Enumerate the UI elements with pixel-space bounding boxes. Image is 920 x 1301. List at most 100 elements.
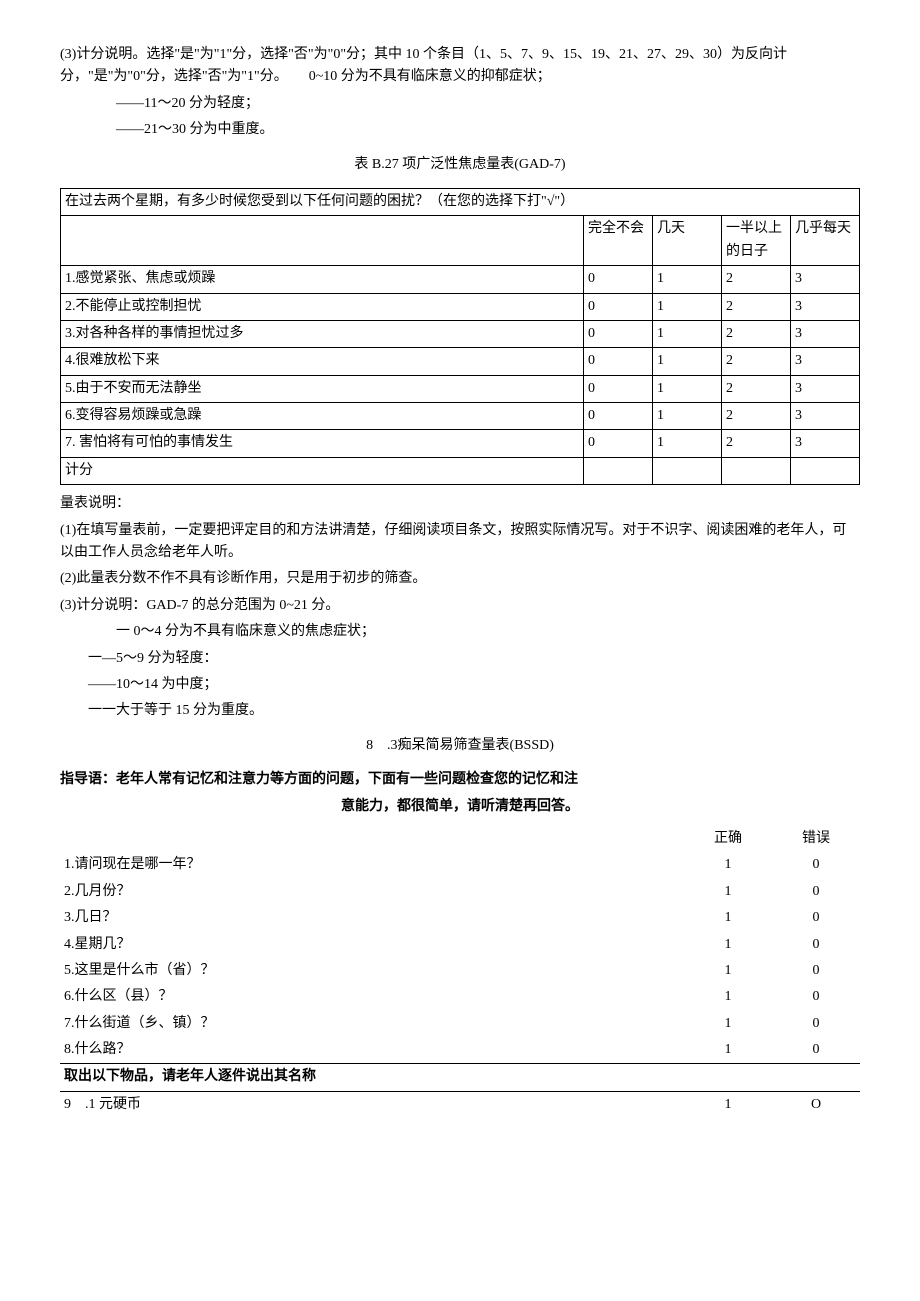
bssd-row9-q: 9 .1 元硬币 — [60, 1091, 684, 1118]
gad-row-v2[interactable]: 2 — [722, 293, 791, 320]
gad-row-v1[interactable]: 1 — [653, 375, 722, 402]
gad-row-v1[interactable]: 1 — [653, 266, 722, 293]
bssd-instr1: 指导语：老年人常有记忆和注意力等方面的问题，下面有一些问题检查您的记忆和注 — [60, 769, 860, 791]
bssd-row-c: 1 — [684, 1011, 772, 1037]
gad-row-v2[interactable]: 2 — [722, 430, 791, 457]
bssd-col-wrong: 错误 — [772, 826, 860, 852]
gad-row: 5.由于不安而无法静坐0123 — [61, 375, 860, 402]
intro-p1: (3)计分说明。选择"是"为"1"分，选择"否"为"0"分；其中 10 个条目（… — [60, 44, 860, 89]
bssd-row-c: 1 — [684, 932, 772, 958]
bssd-row-q: 4.星期几？ — [60, 932, 684, 958]
bssd-row: 7.什么街道（乡、镇）？10 — [60, 1011, 860, 1037]
bssd-row-c: 1 — [684, 905, 772, 931]
gad-row-v1[interactable]: 1 — [653, 430, 722, 457]
gad-row-v2[interactable]: 2 — [722, 403, 791, 430]
gad-row-v2[interactable]: 2 — [722, 348, 791, 375]
gad-row-v1[interactable]: 1 — [653, 293, 722, 320]
gad-row: 6.变得容易烦躁或急躁0123 — [61, 403, 860, 430]
bssd-instr2: 意能力，都很简单，请听清楚再回答。 — [60, 796, 860, 818]
gad-row-v1[interactable]: 1 — [653, 348, 722, 375]
gad-note3b: 一—5～9 分为轻度： — [60, 648, 860, 670]
bssd-row-c: 1 — [684, 984, 772, 1010]
gad-row-q: 6.变得容易烦躁或急躁 — [61, 403, 584, 430]
gad-row: 1.感觉紧张、焦虑或烦躁0123 — [61, 266, 860, 293]
gad-row: 2.不能停止或控制担忧0123 — [61, 293, 860, 320]
gad-row-v3[interactable]: 3 — [791, 348, 860, 375]
bssd-sub-header: 取出以下物品，请老年人逐件说出其名称 — [60, 1064, 860, 1091]
gad-row-v1[interactable]: 1 — [653, 320, 722, 347]
bssd-row-w: 0 — [772, 1037, 860, 1064]
bssd-row-w: 0 — [772, 905, 860, 931]
gad-score-c2[interactable] — [722, 457, 791, 484]
bssd-row-q: 7.什么街道（乡、镇）？ — [60, 1011, 684, 1037]
bssd-col-blank — [60, 826, 684, 852]
bssd-row-c: 1 — [684, 958, 772, 984]
gad-row-v2[interactable]: 2 — [722, 320, 791, 347]
bssd-row9-c: 1 — [684, 1091, 772, 1118]
gad-note3a: 一 0～4 分为不具有临床意义的焦虑症状； — [60, 621, 860, 643]
gad-row-v2[interactable]: 2 — [722, 375, 791, 402]
bssd-table: 正确 错误 1.请问现在是哪一年？102.几月份？103.几日？104.星期几？… — [60, 826, 860, 1118]
gad-row-v3[interactable]: 3 — [791, 375, 860, 402]
gad-row: 7. 害怕将有可怕的事情发生0123 — [61, 430, 860, 457]
gad-row-q: 4.很难放松下来 — [61, 348, 584, 375]
bssd-row-w: 0 — [772, 1011, 860, 1037]
bssd-row-c: 1 — [684, 852, 772, 878]
bssd-row-w: 0 — [772, 984, 860, 1010]
bssd-row: 3.几日？10 — [60, 905, 860, 931]
bssd-row-c: 1 — [684, 1037, 772, 1064]
gad-note1: (1)在填写量表前，一定要把评定目的和方法讲清楚，仔细阅读项目条文，按照实际情况… — [60, 520, 860, 565]
gad-caption: 表 B.27 项广泛性焦虑量表(GAD-7) — [60, 154, 860, 176]
gad-score-label: 计分 — [61, 457, 584, 484]
gad-note2: (2)此量表分数不作不具有诊断作用，只是用于初步的筛查。 — [60, 568, 860, 590]
bssd-row-w: 0 — [772, 932, 860, 958]
bssd-row-q: 2.几月份？ — [60, 879, 684, 905]
gad-col-blank — [61, 216, 584, 266]
gad-row-v3[interactable]: 3 — [791, 403, 860, 430]
gad-score-c3[interactable] — [791, 457, 860, 484]
gad-header-prompt: 在过去两个星期，有多少时候您受到以下任何问题的困扰？（在您的选择下打"√"） — [61, 188, 860, 215]
bssd-row9-w: O — [772, 1091, 860, 1118]
gad-row-v3[interactable]: 3 — [791, 430, 860, 457]
bssd-row: 4.星期几？10 — [60, 932, 860, 958]
gad-row-v0[interactable]: 0 — [584, 320, 653, 347]
gad-row-q: 3.对各种各样的事情担忧过多 — [61, 320, 584, 347]
bssd-row-w: 0 — [772, 958, 860, 984]
gad-row-v0[interactable]: 0 — [584, 293, 653, 320]
gad-row: 3.对各种各样的事情担忧过多0123 — [61, 320, 860, 347]
gad-table: 在过去两个星期，有多少时候您受到以下任何问题的困扰？（在您的选择下打"√"） 完… — [60, 188, 860, 485]
bssd-row: 6.什么区（县）？10 — [60, 984, 860, 1010]
gad-notes-title: 量表说明： — [60, 493, 860, 515]
gad-note3c: ——10～14 为中度； — [60, 674, 860, 696]
gad-row-v0[interactable]: 0 — [584, 266, 653, 293]
gad-score-c0[interactable] — [584, 457, 653, 484]
gad-row-v0[interactable]: 0 — [584, 375, 653, 402]
gad-row-q: 5.由于不安而无法静坐 — [61, 375, 584, 402]
intro-p2: ——11～20 分为轻度； — [60, 93, 860, 115]
gad-row-v1[interactable]: 1 — [653, 403, 722, 430]
gad-row-v0[interactable]: 0 — [584, 430, 653, 457]
gad-score-c1[interactable] — [653, 457, 722, 484]
gad-row-v3[interactable]: 3 — [791, 266, 860, 293]
bssd-row-w: 0 — [772, 852, 860, 878]
bssd-title: 8 .3痴呆简易筛查量表(BSSD) — [60, 735, 860, 757]
gad-row-v2[interactable]: 2 — [722, 266, 791, 293]
gad-row-v3[interactable]: 3 — [791, 293, 860, 320]
gad-row-v3[interactable]: 3 — [791, 320, 860, 347]
gad-row-v0[interactable]: 0 — [584, 348, 653, 375]
gad-col3: 几乎每天 — [791, 216, 860, 266]
gad-row-v0[interactable]: 0 — [584, 403, 653, 430]
bssd-row-q: 3.几日？ — [60, 905, 684, 931]
gad-row: 4.很难放松下来0123 — [61, 348, 860, 375]
bssd-row: 2.几月份？10 — [60, 879, 860, 905]
intro-p3: ——21～30 分为中重度。 — [60, 119, 860, 141]
gad-row-q: 1.感觉紧张、焦虑或烦躁 — [61, 266, 584, 293]
gad-col2: 一半以上的日子 — [722, 216, 791, 266]
gad-note3: (3)计分说明：GAD-7 的总分范围为 0~21 分。 — [60, 595, 860, 617]
bssd-row: 5.这里是什么市（省）？10 — [60, 958, 860, 984]
bssd-row: 1.请问现在是哪一年？10 — [60, 852, 860, 878]
bssd-row-q: 5.这里是什么市（省）？ — [60, 958, 684, 984]
gad-note3d: 一一大于等于 15 分为重度。 — [60, 700, 860, 722]
bssd-col-correct: 正确 — [684, 826, 772, 852]
bssd-row: 8.什么路？10 — [60, 1037, 860, 1064]
